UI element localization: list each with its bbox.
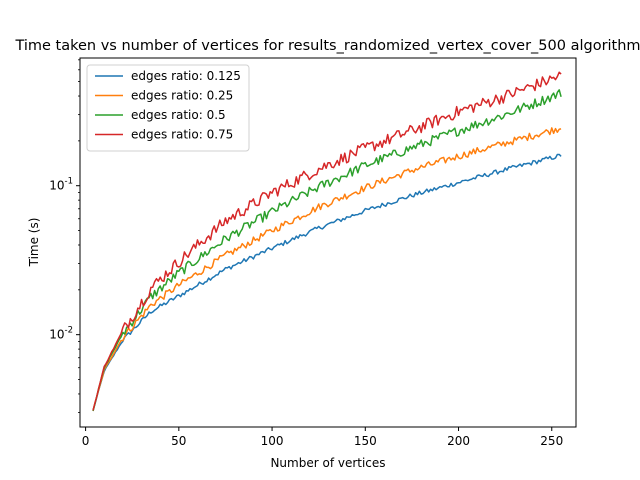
legend-label: edges ratio: 0.125	[131, 69, 241, 83]
x-tick-label: 50	[171, 434, 186, 448]
y-axis-label: Time (s)	[27, 218, 41, 268]
x-tick-label: 250	[540, 434, 563, 448]
series-line-1	[92, 153, 562, 411]
series-line-4	[92, 71, 562, 411]
x-axis-label: Number of vertices	[270, 456, 385, 470]
chart-title: Time taken vs number of vertices for res…	[14, 38, 640, 54]
legend-label: edges ratio: 0.5	[131, 108, 226, 122]
series-line-2	[92, 127, 562, 411]
legend-label: edges ratio: 0.75	[131, 128, 233, 142]
plot-frame	[79, 57, 577, 428]
legend: edges ratio: 0.125 edges ratio: 0.25 edges…	[86, 64, 250, 152]
x-tick-label: 0	[82, 434, 90, 448]
legend-box	[86, 64, 250, 152]
series-line-3	[92, 89, 562, 412]
x-tick-label: 150	[354, 434, 377, 448]
x-tick-label: 200	[447, 434, 470, 448]
x-axis: 0 50 100 150 200 250	[82, 427, 563, 448]
plot-lines	[92, 71, 562, 412]
x-tick-label: 100	[261, 434, 284, 448]
legend-label: edges ratio: 0.25	[131, 89, 233, 103]
